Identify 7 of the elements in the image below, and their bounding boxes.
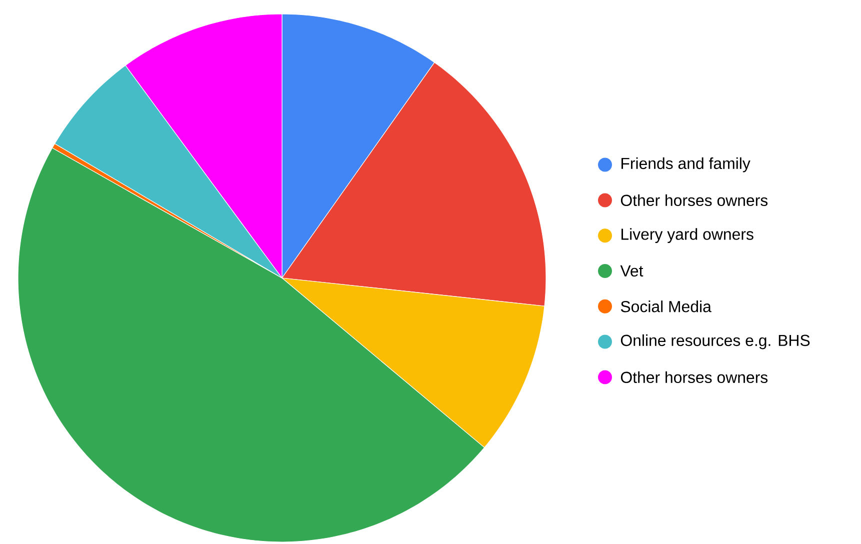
legend-label: Livery yard owners (622, 228, 754, 244)
legend-label: Other horses owners (620, 371, 768, 384)
legend-label: Online resources e.g. BHS (620, 334, 810, 350)
legend-label: Other horses owners (620, 194, 768, 206)
legend-label: Social Media (620, 300, 712, 312)
legend-label: Friends and family (622, 157, 750, 172)
legend-label: Vet (620, 265, 644, 277)
